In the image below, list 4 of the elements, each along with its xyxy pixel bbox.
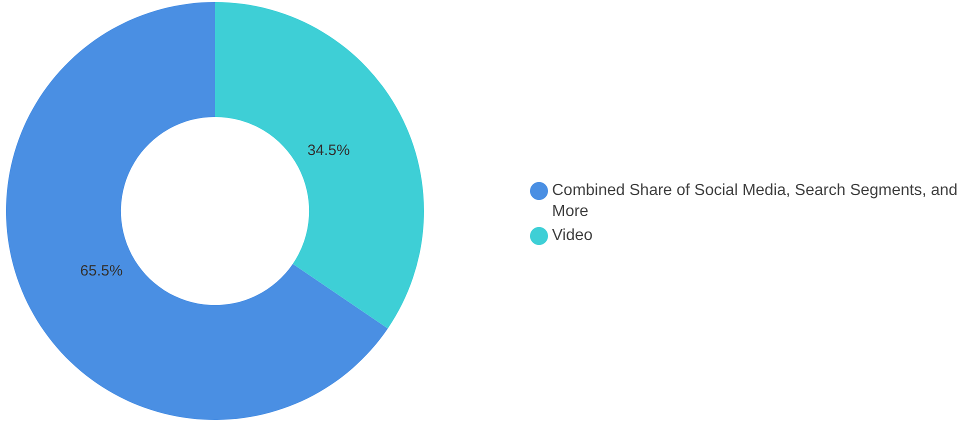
data-label: 65.5% bbox=[80, 262, 123, 280]
data-label: 34.5% bbox=[307, 142, 350, 159]
legend-label: Video bbox=[552, 226, 593, 246]
legend-label: Combined Share of Social Media, Search Segments, and More bbox=[552, 181, 959, 222]
